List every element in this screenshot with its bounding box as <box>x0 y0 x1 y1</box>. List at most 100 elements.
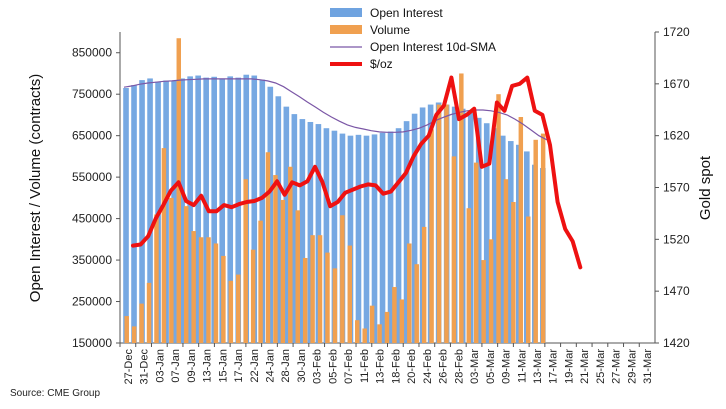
open-interest-bar <box>275 96 282 343</box>
x-tick-label: 28-Jan <box>280 349 292 383</box>
left-tick-label: 850000 <box>72 46 112 60</box>
volume-bar <box>511 202 516 343</box>
line-series <box>123 75 583 270</box>
legend-swatch <box>330 8 362 17</box>
x-tick-label: 24-Jan <box>264 349 276 383</box>
right-tick-label: 1520 <box>663 232 690 246</box>
volume-bar <box>265 152 271 343</box>
volume-bar <box>288 166 293 343</box>
right-tick-label: 1570 <box>663 181 690 195</box>
right-axis-title: Gold spot <box>697 155 714 220</box>
x-tick-label: 07-Feb <box>343 349 355 384</box>
x-tick-label: 26-Feb <box>438 349 450 384</box>
open-interest-bar <box>147 78 153 344</box>
volume-bar <box>488 239 494 343</box>
volume-bar <box>540 133 546 343</box>
volume-bar <box>191 231 196 343</box>
volume-bar <box>280 199 286 343</box>
volume-bar <box>310 235 315 343</box>
volume-bar <box>228 280 234 343</box>
legend-label: $/oz <box>370 57 393 71</box>
open-interest-bar <box>507 141 514 343</box>
volume-bar <box>518 117 524 343</box>
open-interest-bar <box>299 119 306 343</box>
volume-bar <box>473 162 479 343</box>
volume-bar <box>436 104 442 343</box>
open-interest-bar <box>291 114 298 343</box>
x-tick-label: 11-Feb <box>359 349 371 383</box>
open-interest-bar <box>267 86 274 344</box>
legend-swatch <box>330 25 362 34</box>
volume-bar <box>347 245 353 343</box>
x-tick-label: 03-Jan <box>154 349 166 383</box>
volume-bar <box>421 226 427 343</box>
volume-bar <box>183 206 189 343</box>
x-tick-label: 31-Mar <box>642 349 654 384</box>
open-interest-bar <box>371 134 378 343</box>
open-interest-bar <box>419 107 426 343</box>
volume-bar <box>362 328 367 343</box>
legend: Open Interest Volume Open Interest 10d-SMA… <box>330 6 496 71</box>
x-tick-label: 24-Feb <box>422 349 434 384</box>
volume-bar <box>221 255 226 343</box>
left-tick-label: 450000 <box>72 212 112 226</box>
x-tick-label: 27-Mar <box>611 349 623 384</box>
open-interest-bar <box>315 124 322 343</box>
open-interest-bar <box>475 117 482 343</box>
left-tick-label: 350000 <box>72 253 112 267</box>
volume-bar <box>526 216 531 343</box>
x-tick-label: 20-Feb <box>406 349 418 384</box>
legend-label: Volume <box>370 23 410 37</box>
volume-bar <box>139 303 144 343</box>
volume-bar <box>131 326 137 343</box>
x-tick-label: 13-Mar <box>532 349 544 384</box>
open-interest-bar <box>491 128 498 343</box>
volume-bar <box>169 197 174 343</box>
volume-bar <box>161 148 167 343</box>
open-interest-bar <box>195 75 201 343</box>
volume-bar <box>503 179 509 343</box>
open-interest-bar <box>411 113 418 343</box>
volume-bar <box>444 104 449 343</box>
open-interest-bar <box>259 79 266 343</box>
volume-bar <box>213 243 219 343</box>
open-interest-bar <box>139 80 145 344</box>
x-tick-label: 19-Mar <box>563 349 575 384</box>
x-tick-label: 27-Dec <box>123 349 135 385</box>
open-interest-bar <box>387 131 394 343</box>
volume-bar <box>459 73 464 343</box>
x-tick-label: 22-Jan <box>249 349 261 383</box>
open-interest-bar <box>483 123 490 343</box>
x-tick-label: 17-Jan <box>233 349 245 383</box>
left-tick-label: 750000 <box>72 87 112 101</box>
open-interest-bar <box>251 75 258 343</box>
volume-bar <box>250 249 256 343</box>
volume-bar <box>392 287 397 343</box>
volume-bar <box>317 235 323 343</box>
x-tick-label: 17-Mar <box>548 349 560 384</box>
volume-bar <box>496 94 501 343</box>
left-tick-label: 650000 <box>72 129 112 143</box>
volume-bars <box>124 38 546 343</box>
left-tick-label: 550000 <box>72 170 112 184</box>
volume-bar <box>302 257 308 343</box>
volume-bar <box>340 215 345 343</box>
right-tick-label: 1620 <box>663 129 690 143</box>
volume-bar <box>429 129 434 343</box>
open-interest-bar <box>171 80 177 343</box>
open-interest-bar <box>347 135 354 343</box>
open-interest-bar <box>499 135 506 343</box>
open-interest-bar <box>283 106 290 343</box>
volume-bar <box>407 243 412 343</box>
x-tick-label: 21-Mar <box>579 349 591 384</box>
volume-bar <box>377 324 382 343</box>
x-tick-label: 03-Mar <box>469 349 481 384</box>
left-axis-ticks: 150000 250000 350000 450000 550000 650000 7500… <box>72 46 120 350</box>
x-tick-label: 13-Feb <box>375 349 387 384</box>
volume-bar <box>146 282 152 343</box>
volume-bar <box>533 139 538 343</box>
volume-bar <box>243 179 248 343</box>
x-tick-label: 03-Feb <box>312 349 324 384</box>
volume-bar <box>124 316 129 343</box>
